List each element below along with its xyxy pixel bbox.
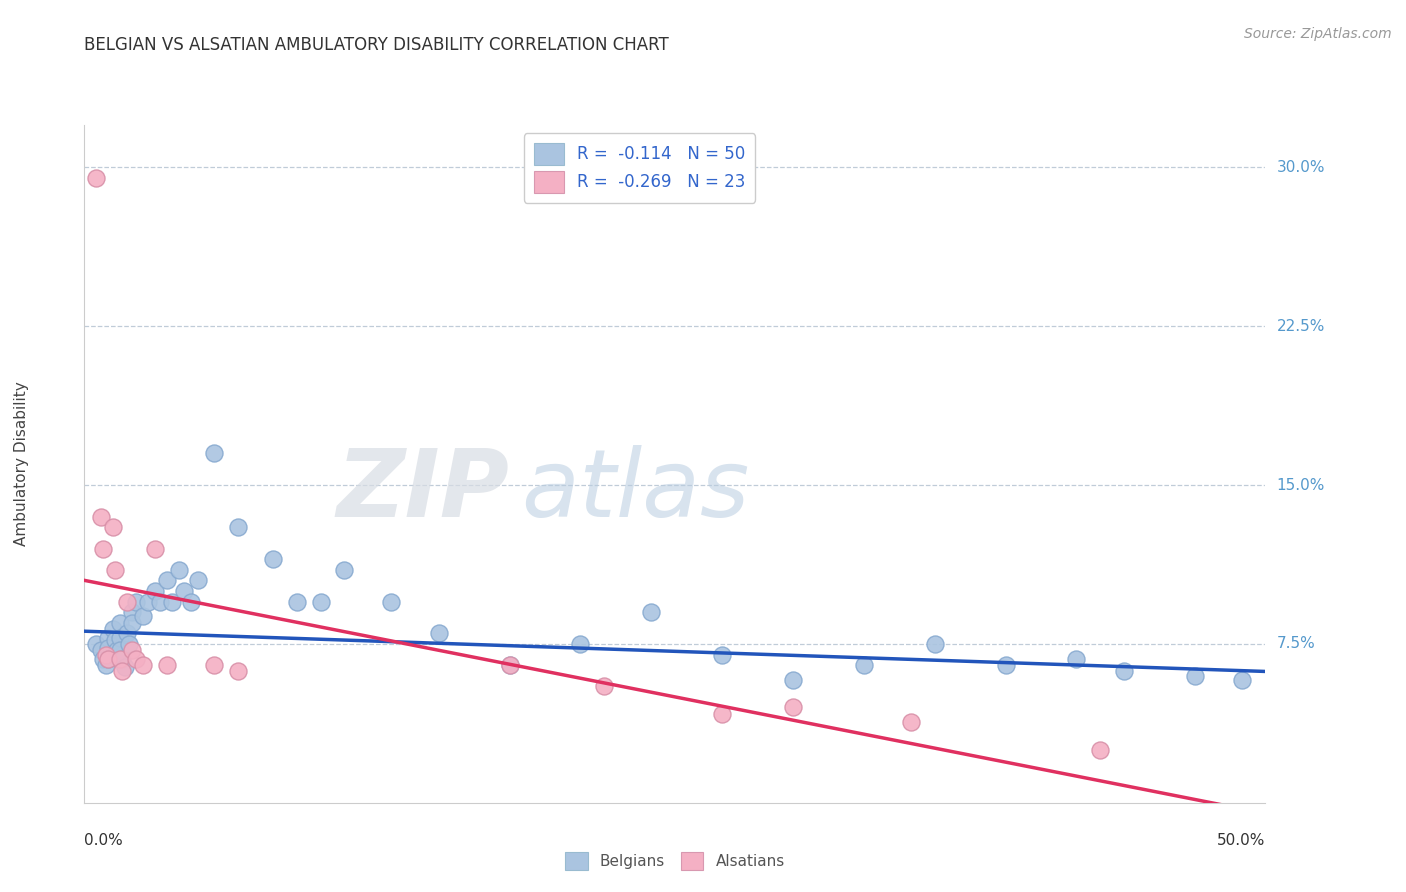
Point <box>94 658 117 673</box>
Point <box>121 615 143 630</box>
Point <box>115 626 138 640</box>
Point <box>852 658 875 673</box>
Point <box>111 665 134 679</box>
Point <box>173 583 195 598</box>
Point <box>115 594 138 608</box>
Point <box>101 520 124 534</box>
Point <box>101 622 124 636</box>
Point <box>900 715 922 730</box>
Point <box>111 651 134 665</box>
Text: 0.0%: 0.0% <box>84 833 124 848</box>
Point <box>285 594 308 608</box>
Text: 30.0%: 30.0% <box>1277 160 1324 175</box>
Point <box>136 594 159 608</box>
Point <box>84 170 107 185</box>
Point <box>97 641 120 656</box>
Text: Source: ZipAtlas.com: Source: ZipAtlas.com <box>1244 27 1392 41</box>
Point <box>782 700 804 714</box>
Point <box>711 706 734 721</box>
Point <box>380 594 402 608</box>
Point <box>262 552 284 566</box>
Text: atlas: atlas <box>522 445 749 536</box>
Point <box>167 563 190 577</box>
Point <box>160 594 183 608</box>
Point <box>118 637 141 651</box>
Point <box>91 541 114 556</box>
Point <box>180 594 202 608</box>
Point <box>97 651 120 665</box>
Text: 22.5%: 22.5% <box>1277 318 1324 334</box>
Text: 50.0%: 50.0% <box>1218 833 1265 848</box>
Point <box>132 609 155 624</box>
Legend: Belgians, Alsatians: Belgians, Alsatians <box>558 846 792 877</box>
Point <box>108 631 131 645</box>
Point <box>125 594 148 608</box>
Point <box>427 626 450 640</box>
Point <box>498 658 520 673</box>
Point <box>108 643 131 657</box>
Point <box>104 563 127 577</box>
Text: ZIP: ZIP <box>336 445 509 537</box>
Point <box>309 594 332 608</box>
Point <box>97 651 120 665</box>
Point <box>1066 651 1088 665</box>
Point <box>125 651 148 665</box>
Point <box>924 637 946 651</box>
Point <box>593 679 616 693</box>
Point <box>107 643 129 657</box>
Point <box>121 643 143 657</box>
Point <box>187 574 209 588</box>
Point <box>149 594 172 608</box>
Point <box>132 658 155 673</box>
Text: 15.0%: 15.0% <box>1277 477 1324 492</box>
Point <box>202 658 225 673</box>
Point <box>94 648 117 662</box>
Point <box>994 658 1017 673</box>
Point <box>104 632 127 647</box>
Point <box>108 651 131 665</box>
Point <box>1088 743 1111 757</box>
Point <box>1230 673 1253 687</box>
Point <box>1184 669 1206 683</box>
Point <box>156 574 179 588</box>
Point <box>333 563 356 577</box>
Point <box>143 541 166 556</box>
Text: 7.5%: 7.5% <box>1277 636 1315 651</box>
Point <box>1112 665 1135 679</box>
Point <box>202 446 225 460</box>
Point <box>156 658 179 673</box>
Point <box>640 605 662 619</box>
Text: BELGIAN VS ALSATIAN AMBULATORY DISABILITY CORRELATION CHART: BELGIAN VS ALSATIAN AMBULATORY DISABILIT… <box>84 36 669 54</box>
Point <box>782 673 804 687</box>
Point <box>498 658 520 673</box>
Point <box>90 643 112 657</box>
Point <box>711 648 734 662</box>
Point <box>121 605 143 619</box>
Point <box>114 660 136 674</box>
Point <box>108 615 131 630</box>
Point <box>84 637 107 651</box>
Point <box>91 651 114 665</box>
Text: Ambulatory Disability: Ambulatory Disability <box>14 382 30 546</box>
Point <box>569 637 592 651</box>
Point <box>226 520 249 534</box>
Point <box>226 665 249 679</box>
Point <box>97 631 120 645</box>
Point <box>143 583 166 598</box>
Point <box>90 509 112 524</box>
